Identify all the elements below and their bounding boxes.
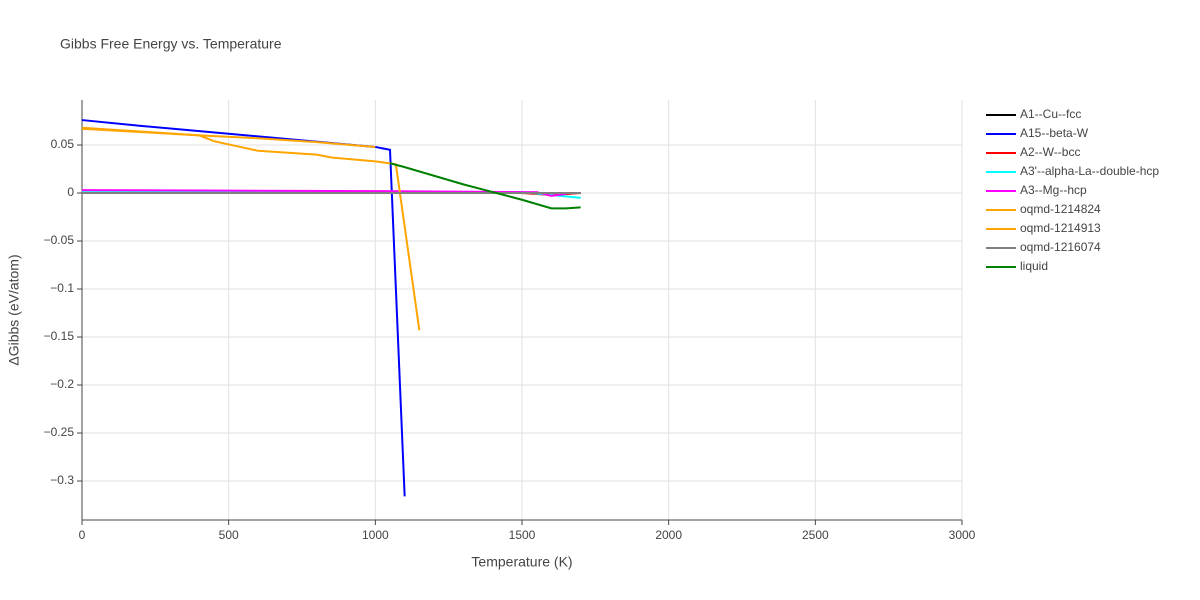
y-tick-label: 0 bbox=[67, 185, 74, 199]
x-tick-label: 3000 bbox=[949, 528, 976, 542]
x-tick-label: 500 bbox=[219, 528, 239, 542]
legend-label: A3'--alpha-La--double-hcp bbox=[1020, 164, 1159, 178]
x-tick-label: 0 bbox=[79, 528, 86, 542]
y-tick-label: −0.25 bbox=[44, 425, 75, 439]
y-tick-label: 0.05 bbox=[51, 137, 75, 151]
series-line bbox=[81, 126, 421, 331]
legend-label: liquid bbox=[1020, 259, 1048, 273]
legend-label: A3--Mg--hcp bbox=[1020, 183, 1087, 197]
x-tick-label: 2500 bbox=[802, 528, 829, 542]
y-axis-label: ΔGibbs (eV/atom) bbox=[6, 254, 22, 365]
y-tick-label: −0.05 bbox=[44, 233, 75, 247]
x-axis-label: Temperature (K) bbox=[471, 554, 572, 570]
legend-label: A15--beta-W bbox=[1020, 126, 1089, 140]
y-tick-label: −0.3 bbox=[50, 473, 74, 487]
legend-label: oqmd-1216074 bbox=[1020, 240, 1101, 254]
series-line bbox=[81, 119, 406, 497]
series-line bbox=[81, 127, 376, 148]
chart-title: Gibbs Free Energy vs. Temperature bbox=[60, 36, 282, 52]
x-tick-label: 1000 bbox=[362, 528, 389, 542]
legend-label: oqmd-1214824 bbox=[1020, 202, 1101, 216]
legend-label: A1--Cu--fcc bbox=[1020, 107, 1081, 121]
legend-label: A2--W--bcc bbox=[1020, 145, 1080, 159]
x-tick-label: 2000 bbox=[655, 528, 682, 542]
y-tick-label: −0.15 bbox=[44, 329, 75, 343]
x-tick-label: 1500 bbox=[509, 528, 536, 542]
y-tick-label: −0.2 bbox=[50, 377, 74, 391]
series-line bbox=[389, 162, 581, 210]
legend-label: oqmd-1214913 bbox=[1020, 221, 1101, 235]
y-tick-label: −0.1 bbox=[50, 281, 74, 295]
